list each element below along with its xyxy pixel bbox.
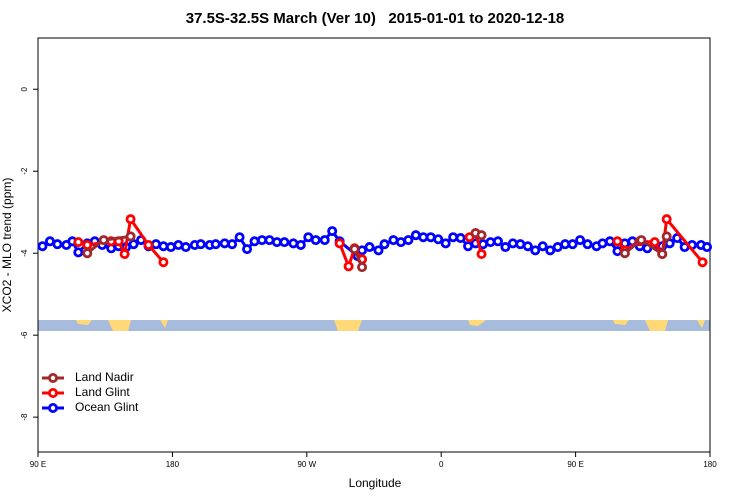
y-tick-label: -4 [20,249,29,257]
point [661,231,672,242]
legend-label: Ocean Glint [75,400,139,414]
point [82,248,93,259]
land-patch [645,320,668,331]
point [158,257,169,268]
x-tick-label: 90 E [30,460,46,469]
point [327,226,338,237]
point [697,257,708,268]
land-patch [108,320,131,331]
point [210,239,221,250]
point [319,235,330,246]
point [433,234,444,245]
legend-marker [48,387,59,398]
point [649,237,660,248]
point [288,238,299,249]
point [98,235,109,246]
point [455,233,466,244]
point [530,245,541,256]
point [485,237,496,248]
point [364,242,375,253]
land-patch [76,320,92,325]
point [448,232,459,243]
point [234,232,245,243]
point [403,235,414,246]
point [73,247,84,258]
y-axis-label: XCO2 - MLO trend (ppm) [0,178,14,313]
point [575,235,586,246]
point [522,241,533,252]
point [537,241,548,252]
point [702,242,713,253]
point [158,241,169,252]
point [373,245,384,256]
point [582,239,593,250]
y-tick-label: 0 [20,86,29,91]
point [357,262,368,273]
point [661,214,672,225]
x-tick-label: 90 W [297,460,316,469]
point [507,238,518,249]
point [545,245,556,256]
point [619,248,630,259]
chart-title: 37.5S-32.5S March (Ver 10) 2015-01-01 to… [186,10,565,27]
point [180,242,191,253]
x-tick-label: 180 [703,460,717,469]
point [227,239,238,250]
point [349,244,360,255]
point [334,238,345,249]
point [73,237,84,248]
y-tick-label: -2 [20,167,29,175]
point [143,239,154,250]
point [128,239,139,250]
legend-marker [48,372,59,383]
point [242,244,253,255]
point [82,239,93,250]
point [119,249,130,260]
x-tick-label: 180 [166,460,180,469]
point [219,238,230,249]
land-patch [613,320,629,325]
series-line [77,215,704,271]
point [500,242,511,253]
y-tick-label: -8 [20,413,29,421]
point [612,236,623,247]
point [295,239,306,250]
point [476,230,487,241]
point [279,237,290,248]
point [195,239,206,250]
legend-marker [48,402,59,413]
point [37,241,48,252]
point [52,239,63,250]
land-patch [697,320,705,328]
land-patch [334,320,362,331]
point [379,239,390,250]
x-axis-label: Longitude [349,476,402,490]
point [492,236,503,247]
point [249,236,260,247]
point [125,231,136,242]
legend-label: Land Nadir [75,370,134,384]
legend-label: Land Glint [75,385,130,399]
land-patch [160,320,168,328]
point [440,238,451,249]
point [567,239,578,250]
point [343,261,354,272]
y-tick-label: -6 [20,331,29,339]
point [310,235,321,246]
x-tick-label: 90 E [567,460,583,469]
land-patch [468,320,486,326]
x-tick-label: 0 [439,460,444,469]
point [657,249,668,260]
point [636,235,647,246]
point [125,214,136,225]
ocean-strip [38,320,710,331]
land-mask [38,320,710,331]
point [476,249,487,260]
